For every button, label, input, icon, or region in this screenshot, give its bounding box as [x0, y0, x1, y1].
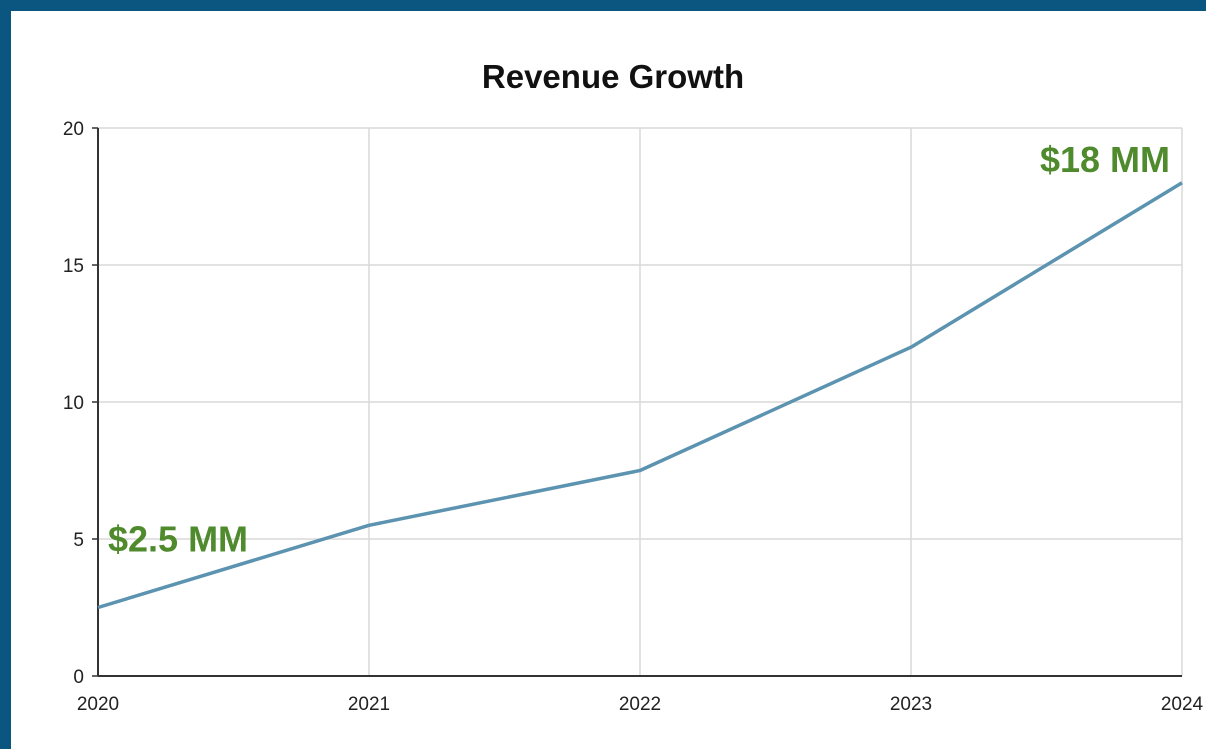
y-tick-label: 20 — [63, 119, 84, 140]
x-tick-label: 2024 — [1161, 694, 1204, 715]
y-tick-label: 15 — [63, 256, 84, 277]
x-tick-label: 2021 — [348, 694, 390, 715]
chart-title: Revenue Growth — [482, 58, 744, 95]
x-tick-label: 2020 — [77, 694, 119, 715]
start-value-annotation: $2.5 MM — [108, 519, 248, 560]
end-value-annotation: $18 MM — [1040, 139, 1170, 180]
chart-frame: Revenue Growth 0 5 10 15 20 2020 2021 2022 2023 2… — [11, 11, 1206, 749]
y-tick-label: 0 — [73, 667, 84, 688]
y-tick-label: 10 — [63, 393, 84, 414]
y-tick-label: 5 — [73, 530, 84, 551]
annotations: $2.5 MM $18 MM — [108, 139, 1170, 560]
x-tick-label: 2023 — [890, 694, 932, 715]
grid — [98, 127, 1183, 676]
series-line — [97, 181, 1183, 610]
x-tick-label: 2022 — [619, 694, 661, 715]
series — [97, 181, 1183, 610]
